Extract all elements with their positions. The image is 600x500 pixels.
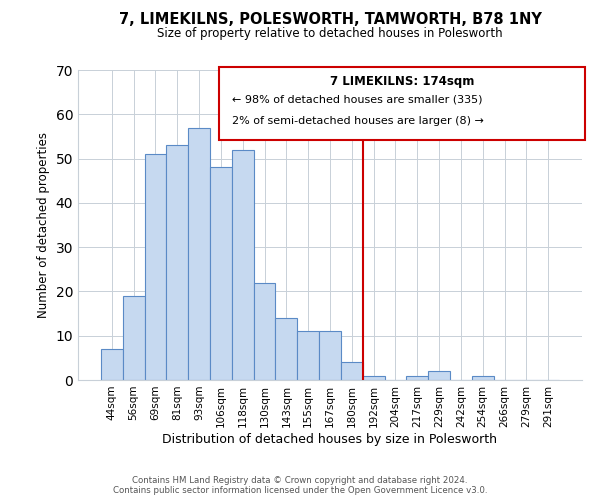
FancyBboxPatch shape	[219, 67, 584, 140]
Bar	[210, 168, 232, 380]
Bar	[275, 318, 297, 380]
Bar	[319, 332, 341, 380]
Bar	[123, 296, 145, 380]
Bar	[341, 362, 363, 380]
Bar	[297, 332, 319, 380]
Text: 7, LIMEKILNS, POLESWORTH, TAMWORTH, B78 1NY: 7, LIMEKILNS, POLESWORTH, TAMWORTH, B78 …	[119, 12, 541, 28]
Bar	[188, 128, 210, 380]
Bar	[363, 376, 385, 380]
Text: ← 98% of detached houses are smaller (335): ← 98% of detached houses are smaller (33…	[232, 95, 482, 105]
Bar	[406, 376, 428, 380]
Bar	[254, 282, 275, 380]
Text: Size of property relative to detached houses in Polesworth: Size of property relative to detached ho…	[157, 28, 503, 40]
Bar	[232, 150, 254, 380]
Bar	[166, 146, 188, 380]
Bar	[145, 154, 166, 380]
Bar	[428, 371, 450, 380]
Text: Contains HM Land Registry data © Crown copyright and database right 2024.
Contai: Contains HM Land Registry data © Crown c…	[113, 476, 487, 495]
Text: 7 LIMEKILNS: 174sqm: 7 LIMEKILNS: 174sqm	[329, 74, 474, 88]
Bar	[101, 349, 123, 380]
Bar	[472, 376, 494, 380]
X-axis label: Distribution of detached houses by size in Polesworth: Distribution of detached houses by size …	[163, 432, 497, 446]
Text: 2% of semi-detached houses are larger (8) →: 2% of semi-detached houses are larger (8…	[232, 116, 484, 126]
Y-axis label: Number of detached properties: Number of detached properties	[37, 132, 50, 318]
